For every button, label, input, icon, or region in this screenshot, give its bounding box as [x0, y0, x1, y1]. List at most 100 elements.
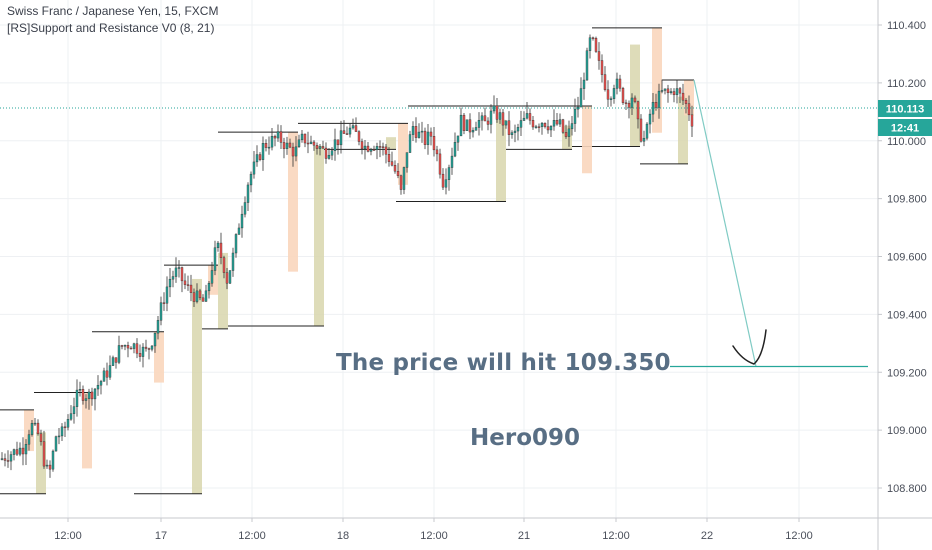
candle-body: [279, 131, 283, 143]
candle-body: [231, 252, 235, 271]
candle-body: [171, 276, 175, 280]
candle-body: [204, 290, 208, 302]
candle-body: [153, 332, 157, 347]
candle-body: [549, 125, 553, 131]
support-zone: [678, 96, 688, 164]
candle-body: [243, 202, 247, 215]
candle-body: [342, 130, 346, 134]
candle-body: [240, 213, 244, 229]
candle-body: [150, 345, 154, 350]
support-zone: [218, 252, 228, 329]
candle-body: [75, 389, 79, 407]
candle-body: [147, 348, 151, 350]
candle-body: [357, 131, 361, 142]
candle-body: [93, 388, 97, 400]
time-tick-label: 21: [518, 530, 530, 542]
candle-body: [261, 143, 265, 160]
candle-body: [510, 132, 514, 135]
candle-body: [567, 128, 571, 137]
symbol-title[interactable]: Swiss Franc / Japanese Yen, 15, FXCM: [7, 4, 219, 18]
candle-body: [9, 454, 13, 462]
candle-body: [522, 117, 526, 121]
candle-body: [603, 74, 607, 90]
candle-body: [132, 343, 136, 349]
price-tick-label: 109.200: [887, 367, 927, 379]
candle-body: [546, 126, 550, 131]
candle-body: [285, 142, 289, 149]
candle-body: [432, 136, 436, 151]
candle-body: [513, 130, 517, 133]
candle-body: [48, 464, 52, 470]
candle-body: [363, 145, 367, 149]
price-tick-label: 109.000: [887, 425, 927, 437]
candle-body: [126, 345, 130, 349]
candle-body: [255, 154, 259, 163]
candle-body: [561, 119, 565, 133]
candle-body: [198, 290, 202, 299]
candle-body: [600, 60, 604, 75]
resistance-zone: [582, 106, 592, 174]
price-tick-label: 110.000: [887, 136, 926, 148]
candle-body: [405, 152, 409, 168]
candle-body: [429, 131, 433, 137]
candle-body: [504, 120, 508, 126]
candle-body: [216, 242, 220, 248]
candle-body: [378, 146, 382, 148]
candle-body: [309, 141, 313, 144]
candle-body: [411, 126, 415, 135]
candle-body: [252, 161, 256, 175]
price-tick-label: 110.200: [887, 78, 926, 90]
candle-body: [288, 142, 292, 148]
candle-body: [597, 51, 601, 61]
candle-body: [375, 146, 379, 150]
candle-body: [234, 234, 238, 254]
candle-body: [222, 257, 226, 273]
candle-body: [534, 126, 538, 128]
candle-body: [474, 127, 478, 131]
candle-body: [267, 146, 271, 149]
candle-body: [684, 99, 688, 104]
candle-body: [225, 272, 229, 284]
candle-body: [381, 146, 385, 148]
candle-body: [141, 346, 145, 357]
candle-body: [630, 97, 634, 108]
candle-body: [81, 389, 85, 401]
price-tick-label: 109.600: [887, 252, 927, 264]
candle-body: [555, 120, 559, 125]
candle-body: [447, 167, 451, 180]
candle-body: [333, 139, 337, 151]
candle-body: [189, 284, 193, 293]
candlestick-series: [0, 34, 694, 478]
candle-body: [237, 227, 241, 235]
candle-body: [507, 120, 511, 135]
candle-body: [324, 147, 328, 159]
candle-body: [219, 242, 223, 258]
candle-body: [3, 458, 7, 461]
candle-body: [573, 108, 577, 124]
indicator-legend[interactable]: [RS]Support and Resistance V0 (8, 21): [7, 21, 215, 35]
candle-body: [144, 346, 148, 349]
candle-body: [78, 389, 82, 391]
candle-body: [618, 78, 622, 89]
support-zone: [386, 137, 396, 150]
candle-body: [315, 145, 319, 149]
candle-body: [456, 135, 460, 143]
time-tick-label: 12:00: [238, 530, 266, 542]
time-axis[interactable]: 12:00 17 12:00 18 12:00 21 12:00 22 12:00: [0, 517, 932, 542]
price-axis[interactable]: 110.400 110.200 110.000 109.800 109.600 109.4…: [877, 0, 927, 550]
candle-body: [495, 105, 499, 120]
candle-body: [42, 441, 46, 467]
candle-body: [354, 125, 358, 132]
candle-body: [621, 88, 625, 103]
candle-body: [207, 282, 211, 292]
candle-body: [564, 132, 568, 137]
candle-body: [366, 145, 370, 152]
candle-body: [348, 127, 352, 135]
candle-body: [627, 102, 631, 108]
candle-body: [420, 130, 424, 133]
candle-body: [135, 343, 139, 354]
candle-body: [645, 123, 649, 139]
candle-body: [90, 391, 94, 400]
candle-body: [609, 98, 613, 100]
